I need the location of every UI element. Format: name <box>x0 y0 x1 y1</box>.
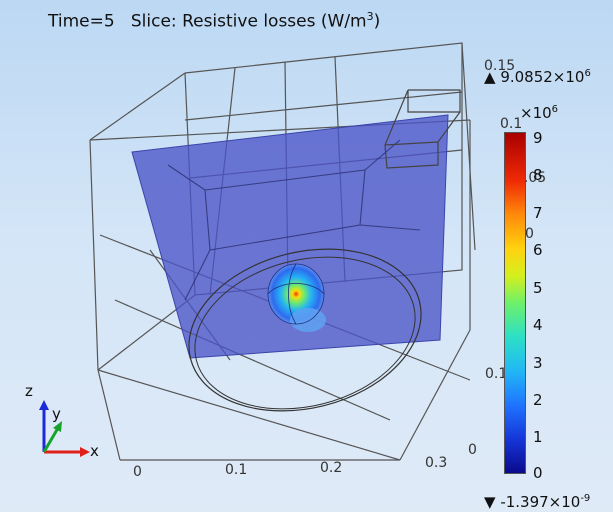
coil-box <box>384 89 461 169</box>
colorbar <box>504 132 526 474</box>
colorbar-multiplier-exponent: 6 <box>551 104 559 115</box>
slice-label: Slice: Resistive losses (W/m <box>130 11 367 32</box>
colorbar-multiplier: ×106 <box>520 104 558 122</box>
colorbar-min-value: -1.397×10 <box>500 493 581 511</box>
right-tick-3: 0 <box>525 226 534 242</box>
z-axis-label: z <box>25 382 33 400</box>
right-tick-0: 0.15 <box>484 58 516 74</box>
colorbar-tick-6: 6 <box>533 241 543 259</box>
x-tick-2: 0.2 <box>320 460 343 476</box>
colorbar-max-exponent: 6 <box>584 68 591 79</box>
right-tick-5: 0 <box>468 442 477 458</box>
colorbar-tick-9: 9 <box>533 129 543 147</box>
colorbar-tick-5: 5 <box>533 279 543 297</box>
colorbar-min-exponent: -9 <box>580 493 591 504</box>
x-tick-3: 0.3 <box>425 455 448 471</box>
plot-title: Time=5 Slice: Resistive losses (W/m3) <box>48 10 380 32</box>
axis-triad <box>39 400 90 457</box>
x-tick-1: 0.1 <box>225 462 248 478</box>
hot-spot <box>267 263 326 332</box>
colorbar-tick-1: 1 <box>533 428 543 446</box>
ring-inner-outline <box>194 256 416 410</box>
colorbar-tick-2: 2 <box>533 391 543 409</box>
x-axis-label: x <box>90 442 99 460</box>
colorbar-multiplier-base: ×10 <box>520 104 552 122</box>
colorbar-tick-3: 3 <box>533 354 543 372</box>
colorbar-max-value: 9.0852×10 <box>500 68 585 86</box>
time-label: Time=5 <box>48 11 115 32</box>
x-tick-0: 0 <box>133 464 142 480</box>
right-tick-4: 0.1 <box>485 366 508 382</box>
colorbar-min-label: ▼ -1.397×10-9 <box>484 493 591 511</box>
colorbar-tick-7: 7 <box>533 204 543 222</box>
right-tick-1: 0.1 <box>500 116 523 132</box>
slice-label-close: ) <box>373 11 381 32</box>
colorbar-tick-8: 8 <box>533 166 543 184</box>
slice-unit-exponent: 3 <box>366 10 374 23</box>
colorbar-max-label: ▲ 9.0852×106 <box>484 68 591 86</box>
colorbar-tick-0: 0 <box>533 464 543 482</box>
colorbar-tick-4: 4 <box>533 316 543 334</box>
y-axis-label: y <box>52 405 61 423</box>
ring-outline <box>188 248 422 412</box>
